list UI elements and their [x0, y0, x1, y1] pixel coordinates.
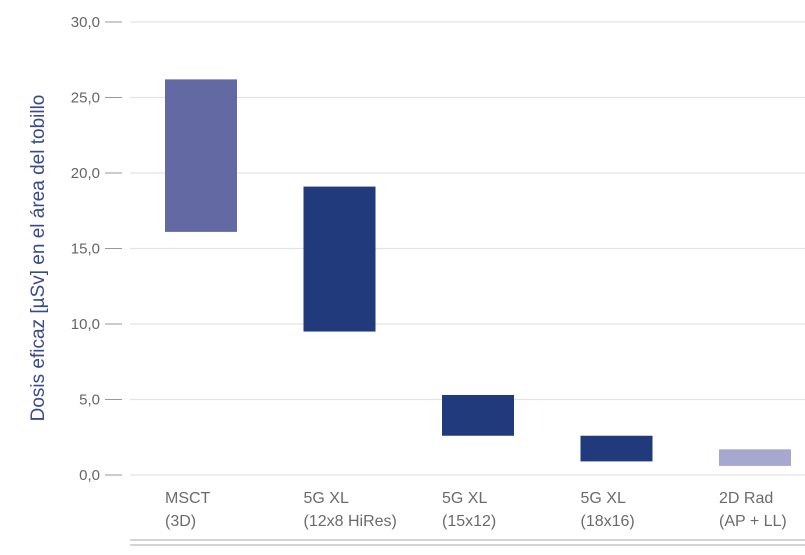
x-axis-labels: MSCT (3D) 5G XL (12x8 HiRes) 5G XL (15x12) 5G …: [165, 490, 787, 530]
x-category-label-line1: 5G XL: [442, 490, 487, 507]
y-axis-ticks: 30,0 25,0 20,0 15,0 10,0 5,0 0,0: [71, 14, 122, 484]
x-category-label-line2: (AP + LL): [719, 513, 787, 530]
y-tick-label: 15,0: [71, 241, 100, 258]
y-tick-label: 20,0: [71, 165, 100, 182]
chart-footer-lines: [130, 539, 805, 546]
x-category-label-line2: (18x16): [581, 513, 635, 530]
x-category-label-line1: 5G XL: [581, 490, 626, 507]
x-category-label-line1: 5G XL: [304, 490, 349, 507]
bars: [165, 79, 791, 466]
y-tick-label: 0,0: [79, 467, 100, 484]
y-tick-label: 30,0: [71, 14, 100, 31]
bar: [580, 435, 653, 462]
y-tick-label: 10,0: [71, 316, 100, 333]
bar: [303, 186, 376, 332]
bar: [165, 79, 237, 232]
x-category-label-line2: (3D): [165, 513, 196, 530]
bar: [719, 449, 791, 466]
y-axis-title: Dosis eficaz [µSv] en el área del tobill…: [28, 95, 49, 422]
bar: [442, 394, 514, 436]
y-tick-label: 5,0: [79, 392, 100, 409]
x-category-label-line1: MSCT: [165, 490, 211, 507]
x-category-label-line2: (15x12): [442, 513, 496, 530]
y-tick-label: 25,0: [71, 90, 100, 107]
x-category-label-line1: 2D Rad: [719, 490, 773, 507]
x-category-label-line2: (12x8 HiRes): [304, 513, 397, 530]
